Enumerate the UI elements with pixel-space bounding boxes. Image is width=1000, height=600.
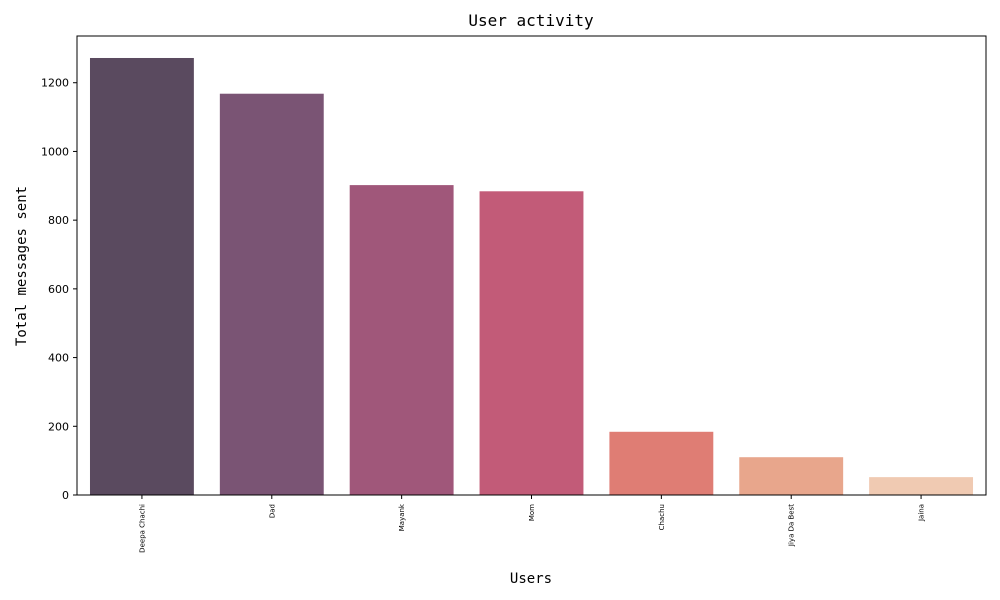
y-axis: 0 200 400 600 800 1000 1200 [41, 77, 77, 502]
y-tick-label: 400 [48, 352, 69, 365]
x-axis-label: Users [510, 571, 552, 587]
y-tick-label: 800 [48, 214, 69, 227]
bar-mom [479, 191, 584, 496]
bar-mayank [349, 185, 454, 495]
x-tick-label: Deepa Chachi [138, 504, 146, 553]
plot-frame [76, 35, 987, 496]
y-tick-label: 1000 [41, 145, 69, 158]
x-tick-label: Jaina [918, 504, 926, 522]
x-tick-label: Jiya Da Best [788, 504, 796, 547]
x-axis: Deepa Chachi Dad Mayank Mom Chachu Jiya Da Be… [138, 495, 926, 553]
y-tick-label: 200 [48, 420, 69, 433]
y-tick-label: 1200 [41, 77, 69, 90]
bar-chachu [609, 431, 714, 495]
x-tick-label: Mayank [398, 503, 406, 531]
x-tick-label: Mom [528, 504, 536, 521]
bar-jaina [869, 477, 974, 495]
chart-title: User activity [468, 11, 594, 30]
bar-deepa-chachi [89, 57, 194, 495]
y-axis-label: Total messages sent [14, 186, 30, 346]
y-tick-label: 0 [62, 489, 69, 502]
bars-group [89, 57, 974, 496]
bar-dad [219, 93, 324, 495]
x-tick-label: Dad [268, 504, 276, 518]
x-tick-label: Chachu [658, 504, 666, 530]
y-tick-label: 600 [48, 283, 69, 296]
bar-jiya-da-best [739, 457, 844, 495]
